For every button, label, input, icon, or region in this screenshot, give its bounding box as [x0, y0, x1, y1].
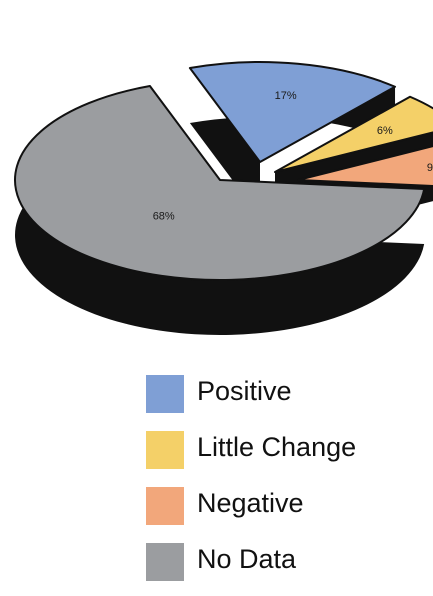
- legend-item-little-change: Little Change: [146, 428, 426, 484]
- legend-item-negative: Negative: [146, 484, 426, 540]
- pie-top-layer: [15, 62, 433, 280]
- pie-data-label-positive: 17%: [275, 90, 297, 102]
- pie-data-label-no-data: 68%: [153, 211, 175, 223]
- legend-swatch-positive: [146, 375, 184, 413]
- legend-label-negative: Negative: [197, 488, 304, 519]
- legend-item-positive: Positive: [146, 372, 426, 428]
- legend-swatch-little-change: [146, 431, 184, 469]
- legend-label-no-data: No Data: [197, 544, 296, 575]
- legend: Positive Little Change Negative No Data: [146, 372, 426, 596]
- legend-label-little-change: Little Change: [197, 432, 356, 463]
- pie-data-label-negative: 9%: [427, 162, 433, 174]
- legend-swatch-no-data: [146, 543, 184, 581]
- legend-swatch-negative: [146, 487, 184, 525]
- pie-data-label-little-change: 6%: [377, 125, 393, 137]
- legend-label-positive: Positive: [197, 376, 292, 407]
- legend-item-no-data: No Data: [146, 540, 426, 596]
